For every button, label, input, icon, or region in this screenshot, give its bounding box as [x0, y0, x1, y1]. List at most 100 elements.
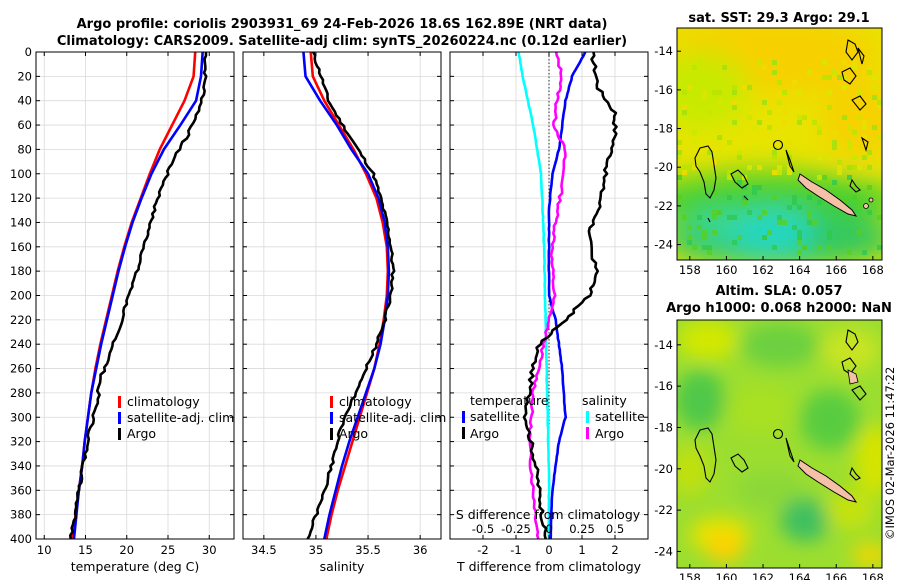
legend-argo: Argo [127, 426, 156, 441]
map-xtick-label: 168 [862, 571, 884, 580]
series-line-argo [306, 52, 396, 539]
title-line-2: Climatology: CARS2009. Satellite-adj cli… [57, 34, 627, 49]
legend-climatology: climatology [127, 394, 200, 409]
map-ytick-label: -18 [654, 122, 673, 136]
map-ytick-label: -24 [654, 544, 673, 558]
legend-argo-s: Argo [339, 426, 368, 441]
temperature-legend: climatology satellite-adj. clim Argo [118, 394, 234, 441]
legend-climatology-s: climatology [339, 394, 412, 409]
xtick-label: 30 [202, 543, 217, 557]
ytick-label: 280 [10, 386, 32, 400]
xtick-label: -2 [477, 543, 488, 557]
ytick-label: 180 [10, 264, 32, 278]
map-xtick-label: 158 [679, 263, 701, 277]
salinity-legend: climatology satellite-adj. clim Argo [330, 394, 446, 441]
sla-map: Altim. SLA: 0.057 Argo h1000: 0.068 h200… [654, 284, 892, 580]
difference-panel: -2 -1 0 1 2 S difference from climatology -0… [449, 51, 649, 574]
xtick-label: 34.5 [251, 543, 277, 557]
xtick-label: 1 [578, 543, 585, 557]
map-ytick-label: -14 [654, 338, 673, 352]
legend-salinity-title: salinity [582, 393, 627, 408]
map-ytick-label: -20 [654, 160, 673, 174]
ytick-label: 40 [17, 94, 32, 108]
legend-t-satellite: satellite [470, 409, 520, 424]
sla-map-subtitle: Argo h1000: 0.068 h2000: NaN [666, 301, 892, 316]
xtick-label: 2 [611, 543, 618, 557]
map-ytick-label: -18 [654, 420, 673, 434]
series-line-satellite-adj-clim [72, 52, 204, 539]
ytick-label: 120 [10, 191, 32, 205]
ytick-label: 80 [17, 142, 32, 156]
s-difference-label: S difference from climatology [456, 507, 641, 522]
map-ytick-label: -20 [654, 462, 673, 476]
t-difference-xlabel: T difference from climatology [456, 559, 642, 574]
map-xtick-label: 166 [825, 263, 847, 277]
series-line-s-argo [527, 52, 567, 539]
ytick-label: 260 [10, 362, 32, 376]
series-line-argo [68, 52, 208, 539]
ytick-label: 380 [10, 508, 32, 522]
xtick-label: 10 [37, 543, 52, 557]
xtick-label: 15 [78, 543, 93, 557]
s-diff-tick-label: 0.5 [606, 522, 624, 536]
ytick-label: 20 [17, 69, 32, 83]
new-caledonia-shape-sla [797, 459, 858, 503]
series-line-t-satellite [547, 52, 587, 539]
ytick-label: 300 [10, 410, 32, 424]
s-diff-tick-label: 0.25 [569, 522, 595, 536]
xtick-label: -1 [510, 543, 521, 557]
xtick-label: 0 [545, 543, 552, 557]
ytick-label: 360 [10, 483, 32, 497]
ytick-label: 140 [10, 215, 32, 229]
map-ytick-label: -22 [654, 503, 673, 517]
copyright: ©IMOS 02-Mar-2026 11:47:22 [883, 367, 897, 540]
ytick-label: 240 [10, 337, 32, 351]
ytick-label: 0 [25, 45, 32, 59]
map-xtick-label: 164 [789, 263, 811, 277]
sla-map-title: Altim. SLA: 0.057 [716, 284, 843, 299]
map-ytick-label: -16 [654, 379, 673, 393]
xtick-label: 20 [119, 543, 134, 557]
sst-map: sat. SST: 29.3 Argo: 29.1 [654, 11, 884, 277]
map-xtick-label: 166 [825, 571, 847, 580]
new-caledonia-shape [797, 173, 858, 217]
series-line-satellite-adj-clim [302, 52, 391, 539]
s-diff-tick-label: -0.5 [472, 522, 494, 536]
legend-satellite-adj-clim: satellite-adj. clim [127, 410, 234, 425]
s-diff-tick-label: 0 [545, 522, 552, 536]
temperature-xlabel: temperature (deg C) [71, 559, 200, 574]
legend-s-satellite: satellite [595, 409, 645, 424]
map-ytick-label: -16 [654, 83, 673, 97]
xtick-label: 35 [309, 543, 324, 557]
salinity-xlabel: salinity [320, 559, 365, 574]
title-line-1: Argo profile: coriolis 2903931_69 24-Feb… [77, 17, 608, 32]
xtick-label: 25 [161, 543, 176, 557]
map-xtick-label: 160 [715, 571, 737, 580]
map-ytick-label: -22 [654, 199, 673, 213]
difference-legend: temperature satellite Argo salinity sate… [462, 393, 645, 441]
map-xtick-label: 168 [862, 263, 884, 277]
map-xtick-label: 158 [679, 571, 701, 580]
ytick-label: 220 [10, 313, 32, 327]
legend-s-argo: Argo [595, 426, 624, 441]
temperature-panel: 10 15 20 25 30020406080100120140160180200220… [10, 45, 235, 574]
ytick-label: 400 [10, 532, 32, 546]
salinity-panel: 34.5 35 35.5 36 salinity climatology satell… [242, 51, 446, 574]
map-xtick-label: 164 [789, 571, 811, 580]
ytick-label: 320 [10, 435, 32, 449]
series-line-s-satellite [517, 52, 551, 539]
series-line-t-argo [522, 52, 618, 539]
s-diff-tick-label: -0.25 [501, 522, 531, 536]
legend-t-argo: Argo [470, 426, 499, 441]
map-ytick-label: -24 [654, 238, 673, 252]
legend-temperature-title: temperature [470, 393, 549, 408]
ytick-label: 100 [10, 167, 32, 181]
legend-satellite-adj-clim-s: satellite-adj. clim [339, 410, 446, 425]
map-xtick-label: 162 [752, 571, 774, 580]
map-xtick-label: 162 [752, 263, 774, 277]
ytick-label: 160 [10, 240, 32, 254]
xtick-label: 36 [413, 543, 428, 557]
map-ytick-label: -14 [654, 44, 673, 58]
ytick-label: 340 [10, 459, 32, 473]
